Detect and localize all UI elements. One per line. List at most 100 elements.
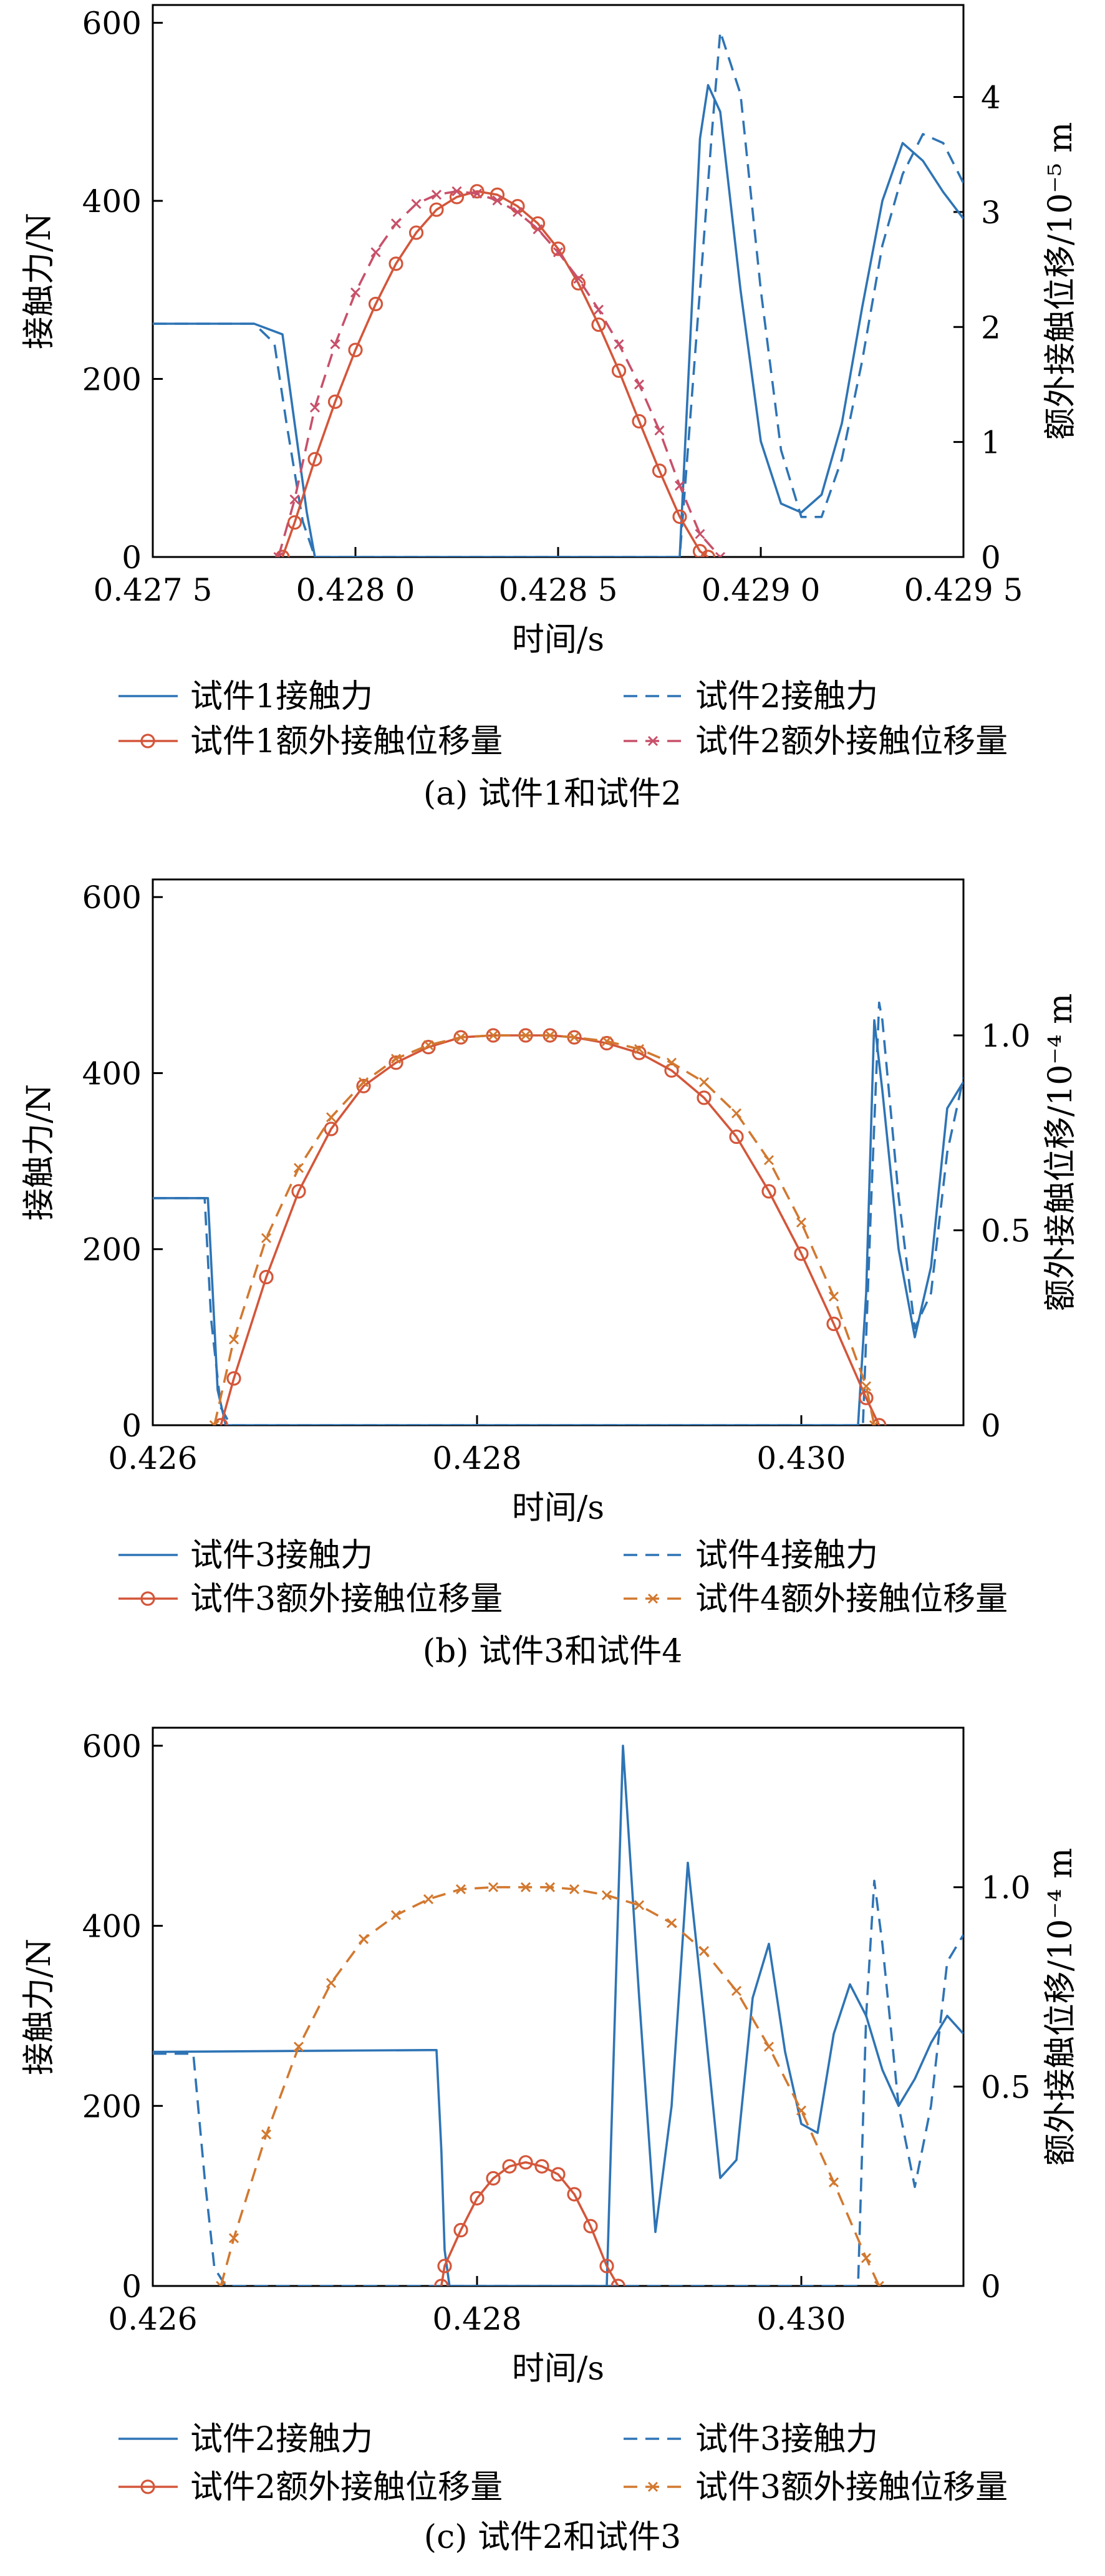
- series-4-point: [573, 273, 584, 284]
- series-4-point: [533, 224, 543, 235]
- series-3-point: [259, 1269, 274, 1285]
- series-3-point: [453, 2222, 468, 2238]
- x-tick-label: 0.428 5: [499, 572, 618, 608]
- series-4-point: [731, 1108, 742, 1119]
- y-right-tick-label: 1: [981, 425, 1001, 461]
- series-4-point: [601, 1036, 612, 1047]
- panel-caption: (c) 试件2和试件3: [424, 2519, 681, 2556]
- series-4-point: [654, 425, 665, 436]
- series-3-point: [287, 515, 302, 530]
- series-4-point: [698, 1077, 710, 1088]
- legend-item: 试件3接触力: [624, 2421, 878, 2458]
- y-left-tick-label: 600: [82, 879, 142, 916]
- legend-item: 试件2额外接触位移量: [624, 723, 1008, 760]
- series-3-point: [437, 2259, 452, 2273]
- series-4-point: [358, 1077, 369, 1088]
- series-3-point: [534, 2159, 549, 2174]
- series-4-point: [488, 1030, 499, 1041]
- x-tick-label: 0.429 0: [702, 572, 821, 608]
- legend-item: 试件3额外接触位移量: [118, 1581, 503, 1618]
- series-3-point: [388, 1055, 403, 1070]
- series-4-point: [731, 1985, 742, 1996]
- y-right-tick-label: 0: [981, 1408, 1001, 1444]
- series-4-point: [674, 480, 685, 491]
- x-tick-label: 0.428: [432, 2301, 521, 2337]
- y-left-tick-label: 600: [82, 1728, 142, 1765]
- chart-panel-c: 0.426 0.428 0.430 0 200 400 600 0 0.5 1.0 时间/s 接触力/…: [21, 1726, 1079, 2556]
- series-3-point: [591, 317, 606, 332]
- series-3-point: [453, 1030, 468, 1045]
- series-4-point: [569, 1032, 580, 1043]
- legend-item: 试件2接触力: [624, 678, 878, 715]
- series-4-point: [861, 2253, 872, 2264]
- series-2-line: [153, 1001, 963, 1425]
- series-3-point: [632, 414, 647, 429]
- series-4-point: [796, 2105, 807, 2116]
- series-4-line: [213, 1034, 876, 1425]
- series-4-point: [569, 1884, 580, 1894]
- chart-panel-a: 0.427 5 0.428 0 0.428 5 0.429 0 0.429 502004…: [21, 4, 1079, 813]
- series-3-point: [599, 2259, 614, 2273]
- x-tick-label: 0.430: [756, 1440, 846, 1476]
- series-2-line: [153, 31, 963, 557]
- legend-label: 试件2额外接触位移量: [695, 723, 1008, 760]
- series-4-point: [451, 186, 462, 196]
- series-3-point: [388, 256, 403, 271]
- series-3-point: [632, 1045, 647, 1060]
- y-left-axis-label: 接触力/N: [21, 213, 58, 349]
- series-4-point: [634, 1900, 645, 1910]
- y-left-tick-label: 200: [82, 362, 142, 398]
- series-4-point: [289, 494, 300, 505]
- x-tick-label: 0.428 0: [296, 572, 415, 608]
- series-4-point: [614, 339, 624, 349]
- legend-marker: [140, 734, 155, 748]
- x-axis-label: 时间/s: [512, 2350, 604, 2388]
- series-4-point: [634, 379, 645, 390]
- series-3-point: [307, 452, 322, 467]
- legend-item: 试件3接触力: [118, 1537, 373, 1574]
- x-tick-label: 0.426: [108, 1440, 197, 1476]
- series-4-point: [216, 2280, 226, 2286]
- series-4-point: [828, 1291, 839, 1302]
- y-left-tick-label: 0: [122, 1408, 142, 1444]
- series-3-point: [368, 296, 384, 311]
- y-right-tick-label: 0.5: [981, 1213, 1031, 1249]
- series-4-point: [455, 1884, 466, 1894]
- x-tick-label: 0.427 5: [94, 572, 213, 608]
- series-3-point: [872, 1418, 887, 1425]
- series-4-point: [874, 2280, 884, 2286]
- series-4-point: [326, 1112, 337, 1123]
- series-4-point: [492, 195, 503, 206]
- series-3-point: [470, 2191, 485, 2206]
- legend-label: 试件3额外接触位移量: [695, 2469, 1008, 2506]
- series-4-point: [861, 1381, 872, 1392]
- series-3-point: [697, 1090, 712, 1105]
- series-4-point: [763, 2041, 774, 2052]
- series-4-point: [488, 1882, 499, 1892]
- series-3-point: [652, 463, 667, 478]
- series-4-point: [261, 1232, 272, 1244]
- series-3-point: [729, 1129, 744, 1145]
- series-3-point: [672, 509, 687, 525]
- series-4-point: [593, 304, 604, 315]
- legend-item: 试件2额外接触位移量: [118, 2469, 503, 2506]
- series-3-point: [434, 2278, 449, 2286]
- y-right-tick-label: 1.0: [981, 1870, 1031, 1906]
- series-3-point: [213, 1418, 228, 1425]
- series-4-point: [552, 247, 564, 258]
- series-4-line: [277, 190, 721, 557]
- y-left-tick-label: 0: [122, 2269, 142, 2305]
- series-3-point: [610, 2278, 625, 2286]
- series-3-point: [502, 2159, 517, 2174]
- series-3-point: [408, 225, 424, 240]
- y-left-tick-label: 600: [82, 6, 142, 42]
- y-left-axis-label: 接触力/N: [21, 1939, 58, 2075]
- series-4-point: [330, 339, 340, 349]
- chart-panel-b: 0.426 0.428 0.430 0 200 400 600 0 0.5 1.0 时间/s 接触力/…: [21, 878, 1079, 1670]
- y-right-tick-label: 0: [981, 2269, 1001, 2305]
- series-layer: [153, 1001, 963, 1425]
- y-right-tick-label: 0.5: [981, 2069, 1031, 2105]
- y-left-tick-label: 200: [82, 1232, 142, 1268]
- y-right-axis-label: 额外接触位移/10⁻⁴ m: [1042, 994, 1079, 1312]
